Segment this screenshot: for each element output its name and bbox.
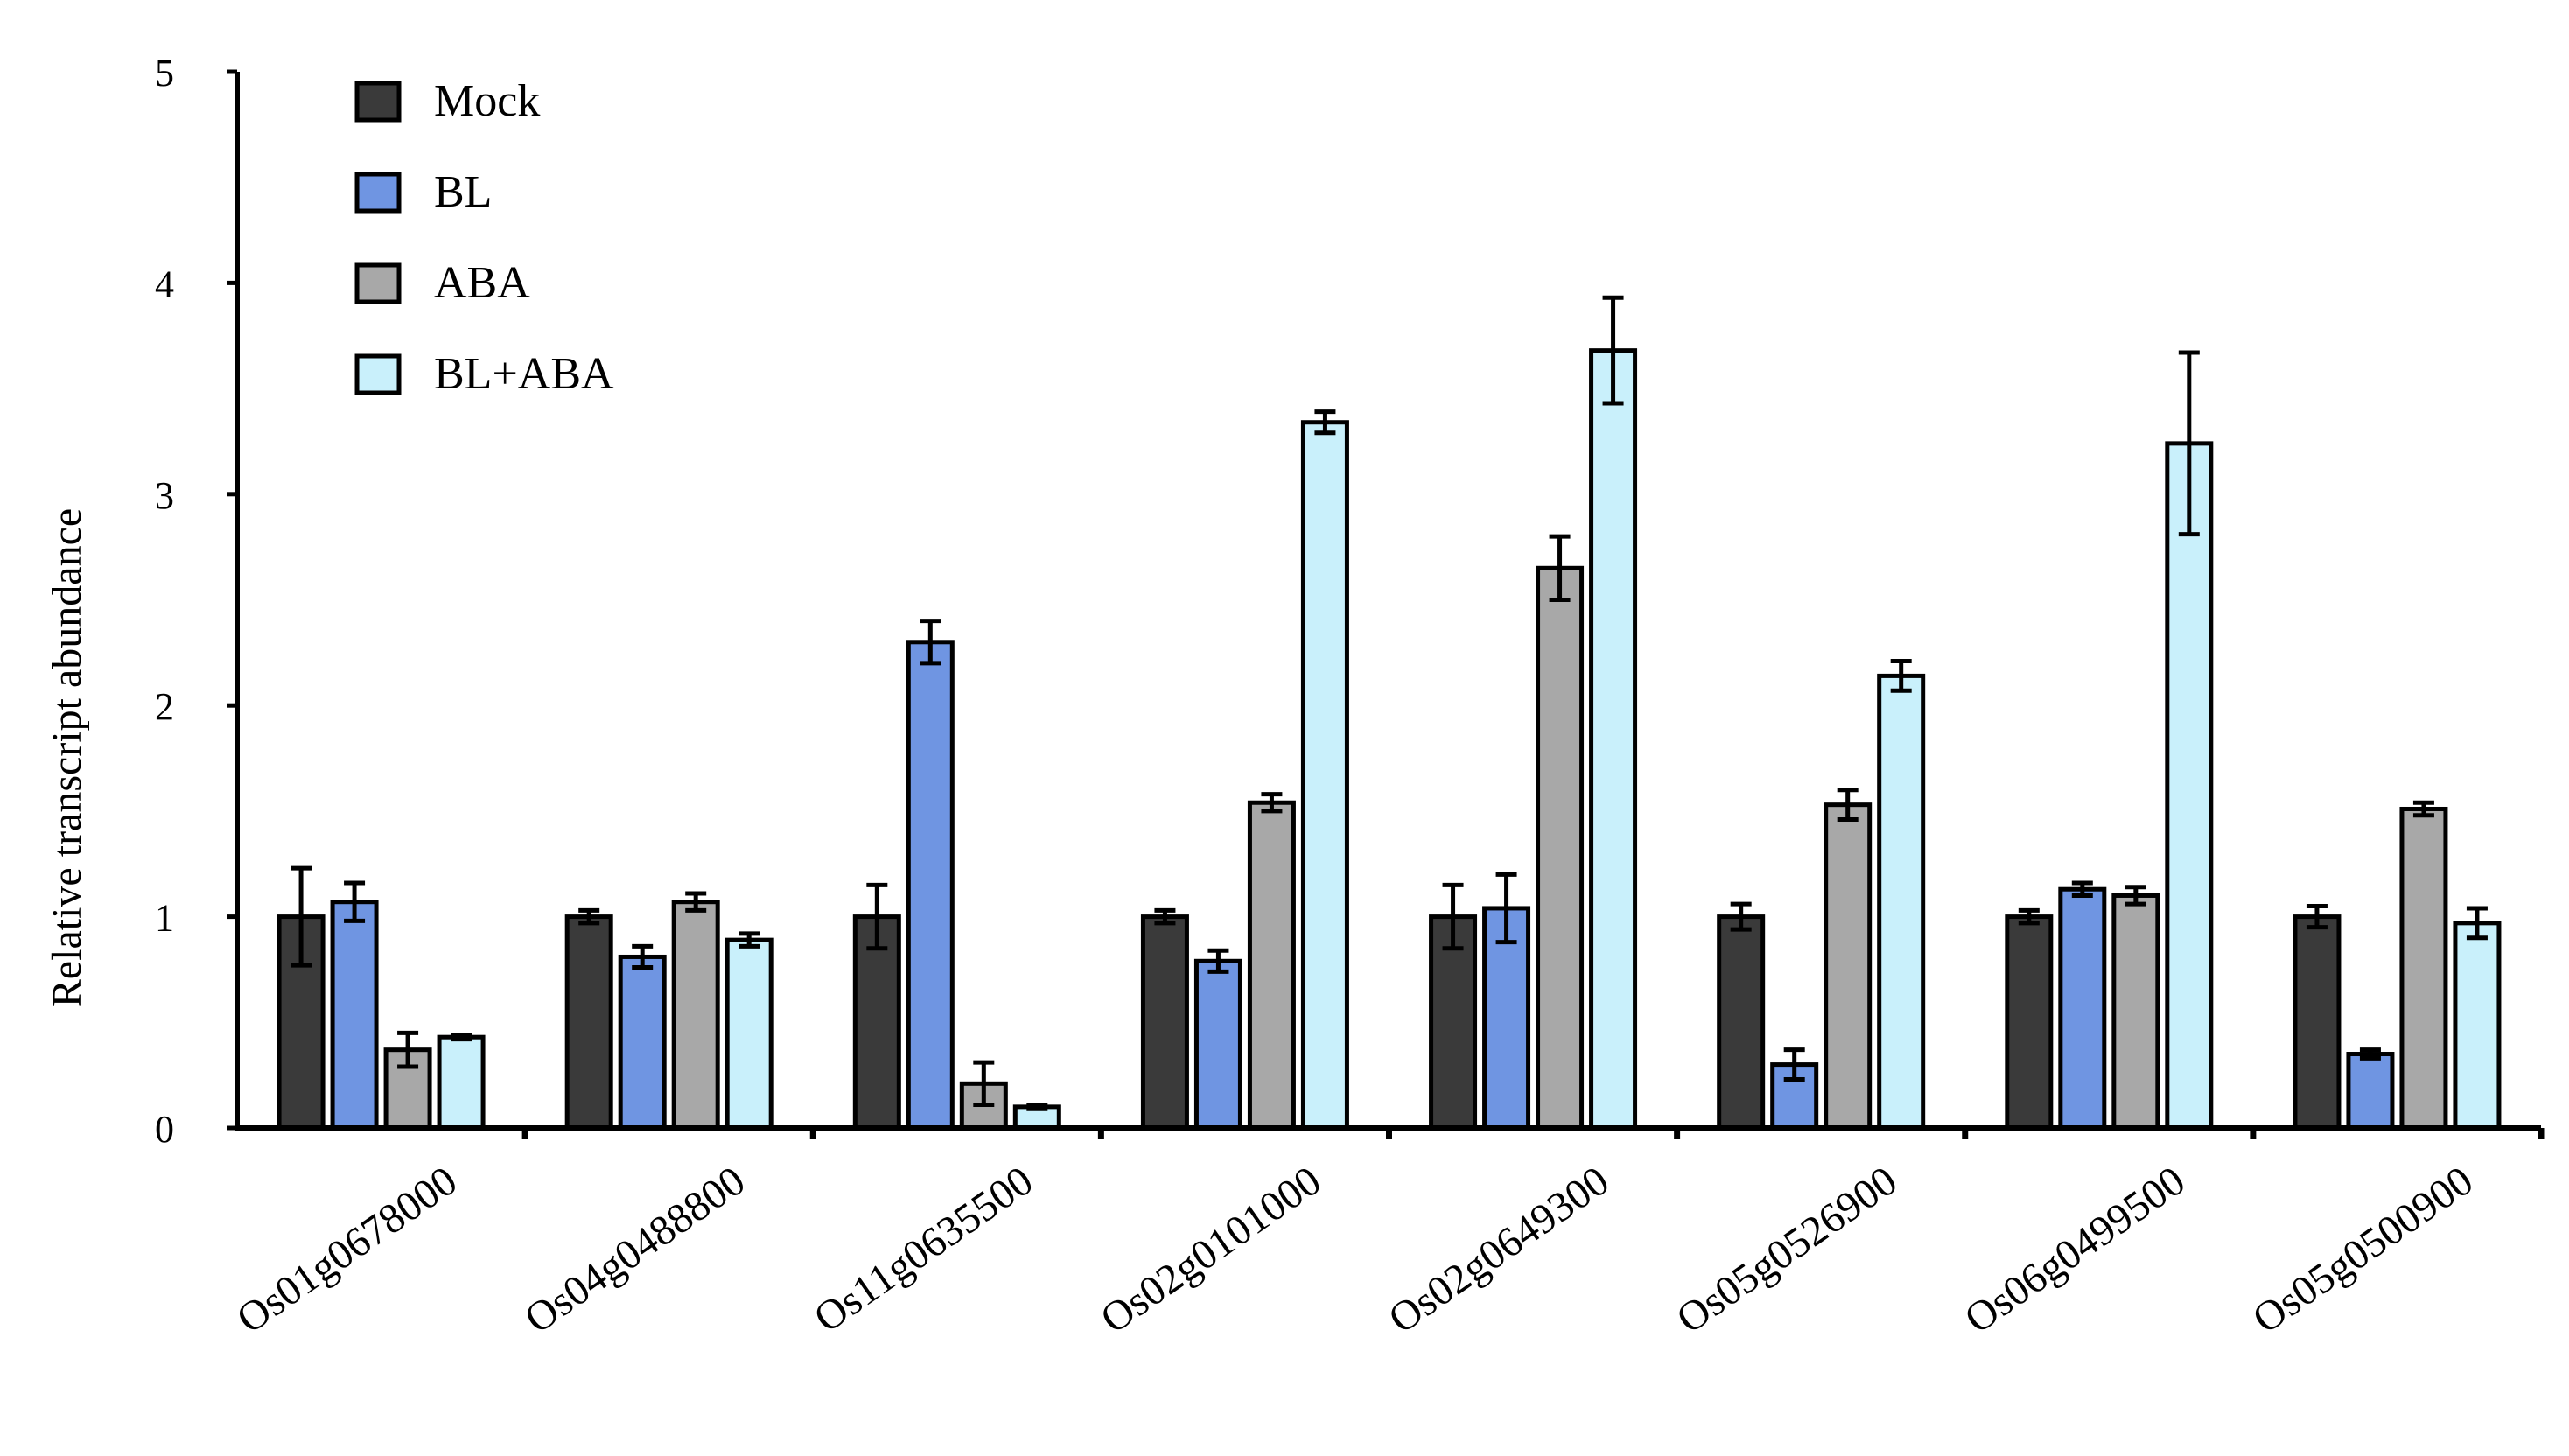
x-category-label: Os02g0101000 [1093, 1158, 1330, 1343]
bar-bl-8 [2346, 1052, 2395, 1130]
bar-bl-4 [1194, 958, 1242, 1130]
y-axis-label: Relative transcript abundance [44, 508, 90, 1007]
bar-bl-aba-8 [2453, 920, 2502, 1130]
bar-bl-aba-4 [1300, 420, 1349, 1130]
y-tick-label: 1 [155, 897, 174, 940]
bar-bl-7 [2058, 886, 2107, 1130]
legend: Mock BL ABA BL+ABA [354, 76, 614, 399]
legend-label: ABA [434, 258, 530, 308]
bar-mock-2 [564, 914, 613, 1130]
y-tick-label: 0 [155, 1108, 174, 1151]
bar-bl-3 [906, 640, 955, 1130]
x-category-label: Os04g0488800 [516, 1158, 753, 1343]
bar-aba-4 [1247, 800, 1296, 1130]
bar-aba-7 [2111, 892, 2160, 1130]
legend-swatch-mock [354, 80, 402, 122]
bar-mock-8 [2292, 914, 2342, 1130]
bar-bl-aba-5 [1589, 348, 1638, 1130]
x-category-label: Os06g0499500 [1956, 1158, 2194, 1343]
y-tick-label: 3 [155, 474, 174, 517]
bar-bl-aba-1 [437, 1034, 486, 1130]
legend-swatch-bl-aba [354, 354, 402, 396]
bar-mock-3 [852, 914, 901, 1130]
bar-aba-6 [1824, 802, 1872, 1130]
legend-swatch-bl [354, 172, 402, 214]
x-category-label: Os11g0635500 [806, 1158, 1041, 1342]
bar-bl-1 [330, 900, 379, 1130]
legend-label: BL [434, 167, 492, 217]
y-tick-label: 5 [155, 52, 174, 94]
legend-label: Mock [434, 76, 540, 126]
bar-aba-2 [671, 900, 720, 1130]
y-axis: 0 1 2 3 4 5 [155, 52, 240, 1151]
bar-bl-aba-7 [2165, 441, 2214, 1130]
y-tick-label: 4 [155, 262, 174, 305]
bar-aba-5 [1536, 565, 1585, 1130]
bar-mock-4 [1140, 914, 1189, 1130]
legend-label: BL+ABA [434, 349, 614, 399]
x-category-label: Os05g0500900 [2244, 1158, 2482, 1343]
y-tick-label: 2 [155, 685, 174, 728]
legend-swatch-aba [354, 262, 402, 304]
bar-bl-aba-6 [1877, 673, 1926, 1130]
bars-group [276, 295, 2502, 1130]
bar-bl-aba-2 [724, 937, 774, 1130]
bar-bl-2 [618, 954, 667, 1130]
x-category-label: Os02g0649300 [1381, 1158, 1618, 1343]
x-category-label: Os01g0678000 [228, 1158, 466, 1343]
bar-aba-8 [2399, 806, 2448, 1130]
bar-mock-6 [1717, 914, 1766, 1130]
x-category-label: Os05g0526900 [1669, 1158, 1906, 1343]
bar-mock-7 [2005, 914, 2054, 1130]
x-axis: Os01g0678000 Os04g0488800 Os11g0635500 Os02… [228, 1125, 2544, 1343]
